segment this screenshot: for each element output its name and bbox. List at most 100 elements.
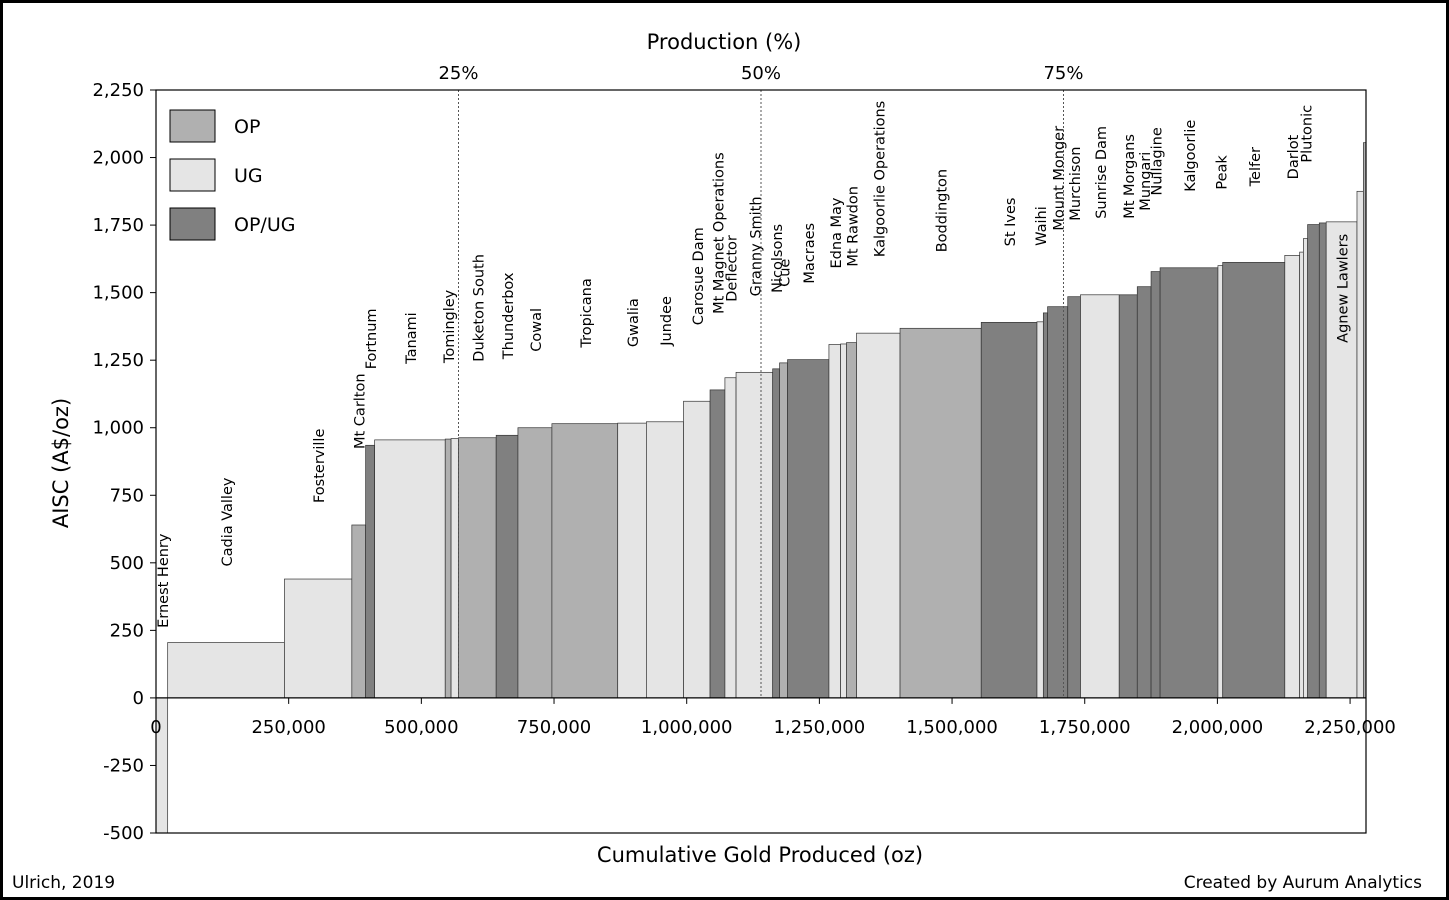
bar-label-ernest-henry: Ernest Henry <box>156 533 172 628</box>
y-tick-label: 1,500 <box>92 283 144 304</box>
bar-jundee <box>646 421 684 699</box>
bar-label-gwalia: Gwalia <box>626 298 642 347</box>
y-tick-label: 1,750 <box>92 215 144 236</box>
axes-layer: -500 -250 0 250 500 750 1,000 1,250 1,500 1,750 2,… <box>92 80 1395 844</box>
bar-label-mungari: Mungari <box>1138 152 1154 211</box>
bar-mt-rawdon <box>846 342 857 699</box>
bar-label-telfer: Telfer <box>1248 147 1264 187</box>
bar-deflector <box>724 377 737 699</box>
bar-unlabeled-7 <box>450 438 459 699</box>
bar-label-edna-may: Edna May <box>829 197 845 268</box>
x-tick-label: 2,000,000 <box>1172 717 1264 738</box>
bar-label-tropicana: Tropicana <box>579 278 595 348</box>
bar-thunderbox <box>495 434 519 699</box>
y-tick-label: 750 <box>110 485 144 506</box>
bar-label-mt-carlton: Mt Carlton <box>353 373 369 449</box>
bar-edna-may <box>828 344 841 699</box>
bar-sunrise-dam <box>1080 294 1120 699</box>
bar-label-tomingley: Tomingley <box>442 289 458 364</box>
bar-tanami <box>374 439 446 699</box>
bar-label-mt-rawdon: Mt Rawdon <box>845 186 861 267</box>
bar-label-jundee: Jundee <box>659 296 675 347</box>
y-tick-label: 0 <box>133 688 144 709</box>
bar-fosterville <box>284 578 353 699</box>
bar-peak <box>1217 265 1224 699</box>
bar-label-thunderbox: Thunderbox <box>501 272 517 360</box>
bar-label-mt-magnet-operations: Mt Magnet Operations <box>711 152 727 314</box>
y-tick-label: 2,000 <box>92 148 144 169</box>
bar-label-mount-monger: Mount Monger <box>1052 126 1068 231</box>
y-tick-label: 1,000 <box>92 418 144 439</box>
legend-swatch-op-ug <box>169 207 216 241</box>
bar-macraes <box>787 359 830 699</box>
percentile-label-25: 25% <box>438 63 478 84</box>
x-axis-label: Cumulative Gold Produced (oz) <box>597 843 923 867</box>
bar-cadia-valley <box>167 642 285 699</box>
bar-unlabeled-28 <box>1042 312 1048 699</box>
bar-label-fosterville: Fosterville <box>312 429 328 503</box>
bar-unlabeled-41 <box>1307 224 1320 699</box>
bar-plutonic <box>1303 238 1308 699</box>
chart-title: Production (%) <box>647 30 802 54</box>
bar-unlabeled-39 <box>1299 251 1304 699</box>
x-tick-label: 500,000 <box>384 717 458 738</box>
bar-nullagine <box>1150 271 1161 699</box>
bar-labels-layer: Ernest Henry Cadia Valley Fosterville Mt Ca… <box>156 101 1352 628</box>
bar-label-waihi: Waihi <box>1034 206 1050 246</box>
legend-label-op-ug: OP/UG <box>234 214 295 236</box>
bar-label-nicolsons: Nicolsons <box>770 224 786 293</box>
y-tick-label: 250 <box>110 620 144 641</box>
bar-fortnum <box>365 444 375 699</box>
bar-unlabeled-44 <box>1356 190 1364 699</box>
bar-unlabeled-22 <box>840 343 847 699</box>
bar-cowal <box>517 427 553 699</box>
percentile-label-75: 75% <box>1043 63 1083 84</box>
bar-gwalia <box>617 422 647 699</box>
bar-unlabeled-42 <box>1318 222 1327 699</box>
legend: OP UG OP/UG <box>169 109 295 241</box>
bar-label-carosue-dam: Carosue Dam <box>691 227 707 325</box>
bar-tomingley <box>444 438 452 699</box>
bar-label-macraes: Macraes <box>802 223 818 284</box>
y-tick-label: 1,250 <box>92 350 144 371</box>
bar-mungari <box>1136 286 1152 699</box>
bar-label-cowal: Cowal <box>529 308 545 352</box>
bar-label-cadia-valley: Cadia Valley <box>220 477 236 566</box>
percentile-lines: 25% 50% 75% <box>438 63 1084 698</box>
footer-source: Ulrich, 2019 <box>12 873 115 893</box>
bar-label-kalgoorlie-operations: Kalgoorlie Operations <box>872 101 888 257</box>
bar-label-fortnum: Fortnum <box>364 308 380 369</box>
legend-swatch-op <box>169 109 216 143</box>
bar-label-deflector: Deflector <box>724 235 740 302</box>
x-tick-label: 250,000 <box>251 717 325 738</box>
bar-label-mt-morgans: Mt Morgans <box>1122 134 1138 219</box>
y-tick-label: -500 <box>103 823 144 844</box>
bar-mount-monger <box>1047 306 1069 699</box>
bar-mt-morgans <box>1118 294 1138 699</box>
bar-label-murchison: Murchison <box>1068 147 1084 221</box>
bar-kalgoorlie <box>1159 267 1219 699</box>
bar-label-darlot: Darlot <box>1286 134 1302 179</box>
percentile-label-50: 50% <box>741 63 781 84</box>
bar-label-tanami: Tanami <box>404 312 420 365</box>
bar-nicolsons <box>772 368 780 699</box>
bar-carosue-dam <box>683 400 711 699</box>
bar-label-plutonic: Plutonic <box>1300 105 1316 163</box>
bar-label-cue: Cue <box>778 259 794 287</box>
y-tick-label: 500 <box>110 553 144 574</box>
bar-label-peak: Peak <box>1214 155 1230 190</box>
plot-area-border <box>155 89 1367 834</box>
y-tick-label: 2,250 <box>92 80 144 101</box>
y-axis-label: AISC (A$/oz) <box>49 398 73 528</box>
bar-label-agnew-lawlers: Agnew Lawlers <box>1336 234 1352 343</box>
bar-label-duketon-south: Duketon South <box>471 254 487 362</box>
bar-granny-smith <box>735 371 774 699</box>
x-tick-label: 1,750,000 <box>1039 717 1131 738</box>
bar-label-sunrise-dam: Sunrise Dam <box>1094 126 1110 219</box>
bar-murchison <box>1067 296 1081 699</box>
bar-label-kalgoorlie: Kalgoorlie <box>1183 120 1199 192</box>
bar-mt-carlton <box>351 524 366 699</box>
bar-cue <box>779 362 788 699</box>
x-tick-label: 1,000,000 <box>641 717 733 738</box>
